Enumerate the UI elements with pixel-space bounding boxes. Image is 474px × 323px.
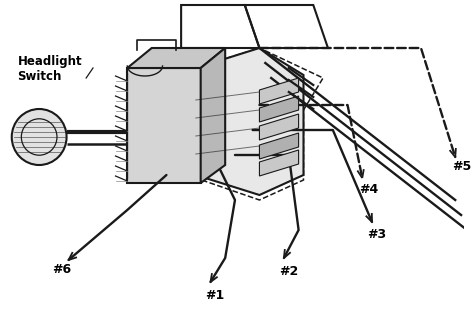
- Text: #6: #6: [52, 263, 71, 276]
- Polygon shape: [196, 48, 303, 195]
- Polygon shape: [128, 68, 201, 183]
- Polygon shape: [259, 78, 299, 104]
- Polygon shape: [259, 150, 299, 176]
- Text: #4: #4: [359, 183, 379, 196]
- Polygon shape: [128, 48, 225, 68]
- Text: Headlight
Switch: Headlight Switch: [18, 55, 82, 83]
- Polygon shape: [259, 96, 299, 122]
- Circle shape: [12, 109, 66, 165]
- Polygon shape: [259, 133, 299, 159]
- Text: #5: #5: [452, 160, 472, 173]
- Text: #3: #3: [367, 228, 386, 241]
- Text: #2: #2: [279, 265, 298, 278]
- Polygon shape: [201, 48, 225, 183]
- Text: #1: #1: [206, 289, 225, 302]
- Polygon shape: [259, 114, 299, 140]
